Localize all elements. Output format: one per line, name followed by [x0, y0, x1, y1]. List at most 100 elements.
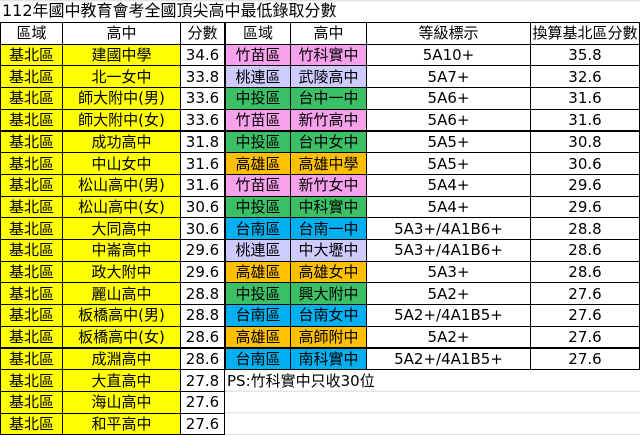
table-cell: 新竹高中 [290, 108, 367, 132]
table-cell: 基北區 [0, 108, 63, 132]
table-cell: 板橋高中(男) [62, 304, 181, 327]
table-cell: 基北區 [0, 43, 63, 67]
table-cell: 北一女中 [62, 65, 181, 89]
table-cell: 松山高中(男) [62, 173, 181, 197]
header-cell: 高中 [290, 22, 367, 45]
table-cell: 政大附中 [62, 260, 181, 284]
table-cell: 建國中學 [62, 43, 181, 67]
table-cell: 5A4+ [366, 195, 531, 219]
table-cell: 5A2+ [366, 282, 531, 306]
table-cell: 基北區 [0, 282, 63, 306]
table-cell: 竹苗區 [225, 173, 291, 197]
table-cell: 29.6 [180, 239, 225, 262]
table-cell: 28.8 [180, 282, 225, 306]
table-cell: 竹苗區 [225, 108, 291, 132]
table-cell: 27.6 [180, 412, 225, 435]
table-cell: 5A2+/4A1B5+ [366, 304, 531, 327]
table-cell: 5A2+/4A1B5+ [366, 347, 531, 371]
table-cell: 基北區 [0, 173, 63, 197]
table-cell: 新竹女中 [290, 173, 367, 197]
table-cell: 高雄女中 [290, 260, 367, 284]
table-cell: 5A10+ [366, 43, 531, 67]
table-cell: 海山高中 [62, 390, 181, 414]
table-cell: 27.6 [180, 390, 225, 414]
table-cell: 5A4+ [366, 173, 531, 197]
table-cell: 高師附中 [290, 325, 367, 349]
table-cell: 27.8 [180, 369, 225, 392]
table-cell: 中山女中 [62, 152, 181, 175]
table-cell: 台南區 [225, 217, 291, 240]
table-cell: 30.6 [180, 195, 225, 219]
table-cell: 台南區 [225, 304, 291, 327]
table-cell: 高雄區 [225, 260, 291, 284]
table-cell: 28.6 [180, 347, 225, 371]
table-cell: 板橋高中(女) [62, 325, 181, 349]
table-cell: 5A7+ [366, 65, 531, 89]
table-cell: 27.6 [530, 282, 640, 306]
table-cell: 師大附中(女) [62, 108, 181, 132]
header-cell: 區域 [0, 22, 63, 45]
table-cell: 基北區 [0, 304, 63, 327]
table-cell: 28.6 [180, 325, 225, 349]
sheet-title: 112年國中教育會考全國頂尖高中最低錄取分數 [2, 1, 337, 20]
table-cell: 武陵高中 [290, 65, 367, 89]
table-cell: 成淵高中 [62, 347, 181, 371]
table-cell: 中投區 [225, 195, 291, 219]
table-cell: 27.6 [530, 304, 640, 327]
table-cell: 高雄區 [225, 152, 291, 175]
header-cell: 區域 [225, 22, 291, 45]
table-cell: 麗山高中 [62, 282, 181, 306]
table-cell: 30.6 [530, 152, 640, 175]
table-cell: 基北區 [0, 369, 63, 392]
table-cell: 基北區 [0, 239, 63, 262]
table-cell: 基北區 [0, 195, 63, 219]
table-cell: 基北區 [0, 260, 63, 284]
table-cell: 成功高中 [62, 130, 181, 154]
table-cell: 28.6 [530, 260, 640, 284]
table-cell: 松山高中(女) [62, 195, 181, 219]
table-cell: 中投區 [225, 282, 291, 306]
table-cell: 31.6 [530, 87, 640, 110]
table-cell: 大同高中 [62, 217, 181, 240]
header-cell: 高中 [62, 22, 181, 45]
table-cell: 南科實中 [290, 347, 367, 371]
table-cell: 29.6 [530, 173, 640, 197]
table-cell: 桃連區 [225, 239, 291, 262]
header-cell: 換算基北區分數 [530, 22, 640, 45]
table-cell: 大直高中 [62, 369, 181, 392]
table-cell: 30.8 [530, 130, 640, 154]
table-cell: 基北區 [0, 130, 63, 154]
table-cell: 29.6 [530, 195, 640, 219]
table-cell: 5A5+ [366, 152, 531, 175]
table-cell: 中崙高中 [62, 239, 181, 262]
table-cell: 中投區 [225, 130, 291, 154]
table-cell: 高雄區 [225, 325, 291, 349]
table-cell: 30.6 [180, 217, 225, 240]
table-cell: 基北區 [0, 217, 63, 240]
table-cell: 桃連區 [225, 65, 291, 89]
table-cell: 師大附中(男) [62, 87, 181, 110]
table-cell: 中大壢中 [290, 239, 367, 262]
table-cell: 5A3+/4A1B6+ [366, 239, 531, 262]
table-cell: 28.8 [180, 304, 225, 327]
table-cell: 5A6+ [366, 108, 531, 132]
note: PS:竹科實中只收30位 [227, 371, 375, 390]
table-cell: 和平高中 [62, 412, 181, 435]
table-cell: 5A2+ [366, 325, 531, 349]
table-cell: 27.6 [530, 325, 640, 349]
table-cell: 5A6+ [366, 87, 531, 110]
table-cell: 33.6 [180, 108, 225, 132]
table-cell: 基北區 [0, 390, 63, 414]
table-cell: 31.8 [180, 130, 225, 154]
table-cell: 31.6 [530, 108, 640, 132]
table-cell: 台中女中 [290, 130, 367, 154]
table-cell: 台南女中 [290, 304, 367, 327]
table-cell: 基北區 [0, 325, 63, 349]
table-cell: 中投區 [225, 87, 291, 110]
table-cell: 高雄中學 [290, 152, 367, 175]
table-cell: 台中一中 [290, 87, 367, 110]
table-cell: 興大附中 [290, 282, 367, 306]
table-cell: 台南區 [225, 347, 291, 371]
table-cell: 28.6 [530, 239, 640, 262]
